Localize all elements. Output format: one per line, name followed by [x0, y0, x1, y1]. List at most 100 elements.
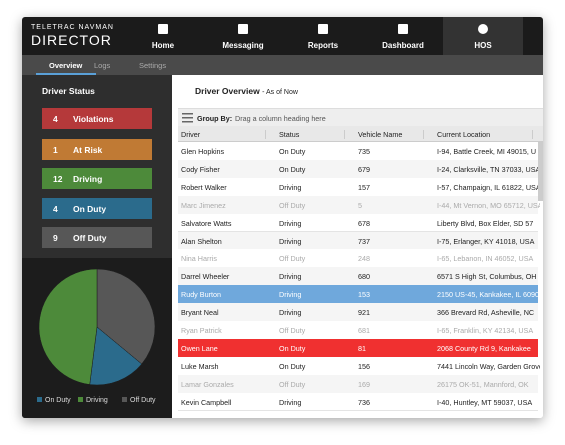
table-row[interactable]: Darrel Wheeler Driving 680 6571 S High St, … — [178, 267, 538, 287]
table-row[interactable]: Ryan Patrick Off Duty 681 I-65, Franklin, K… — [178, 321, 538, 340]
table-cell: I-65, Lebanon, IN 46052, USA — [437, 254, 534, 264]
table-cell: I-75, Erlanger, KY 41018, USA — [437, 236, 535, 246]
table-cell: I-44, Mt Vernon, MO 65712, USA — [437, 200, 540, 210]
table-cell: 679 — [358, 164, 370, 174]
table-cell: 2068 County Rd 9, Kankakee — [437, 343, 531, 353]
table-cell: 735 — [358, 147, 370, 156]
table-cell: 366 Brevard Rd, Asheville, NC — [437, 308, 535, 318]
nav-item[interactable]: Home — [123, 17, 203, 55]
table-cell: Driving — [279, 308, 302, 318]
table-row[interactable]: Luke Marsh On Duty 156 7441 Lincoln Way, Ga… — [178, 356, 540, 376]
table-cell: Marc Jimenez — [181, 200, 226, 210]
table-cell: 81 — [358, 343, 366, 353]
legend-label: On Duty — [45, 397, 71, 404]
driver-panel: Driver Overview - As of Now Group By: Dr… — [178, 75, 543, 418]
table-cell: 153 — [358, 290, 370, 300]
column-header[interactable]: Vehicle Name — [358, 130, 424, 139]
table-cell: Off Duty — [279, 326, 306, 335]
nav-item[interactable]: Reports — [283, 17, 363, 55]
legend-swatch — [78, 397, 83, 402]
table-cell: Driving — [279, 218, 302, 228]
status-count: 1 — [53, 145, 58, 155]
table-row[interactable]: Nina Harris Off Duty 248 I-65, Lebanon, IN … — [178, 249, 538, 269]
sub-nav: Overview Logs Settings — [22, 55, 543, 75]
table-cell: Robert Walker — [181, 182, 227, 192]
scrollbar[interactable] — [538, 141, 543, 201]
table-cell: 7441 Lincoln Way, Garden Grove — [437, 361, 540, 371]
table-cell: Salvatore Watts — [181, 218, 232, 228]
top-bar: TELETRAC NAVMAN DIRECTOR Home Messaging Re… — [22, 17, 543, 55]
table-cell: 156 — [358, 361, 370, 371]
title: Driver Overview — [195, 86, 260, 96]
table-cell: Lamar Gonzales — [181, 379, 234, 389]
active-underline — [36, 73, 96, 75]
table-row[interactable]: Owen Lane On Duty 81 2068 County Rd 9, Kank… — [178, 338, 538, 358]
column-header[interactable]: Status — [279, 130, 345, 139]
pie-slice — [38, 268, 98, 385]
table-cell: Kevin Campbell — [181, 397, 232, 407]
menu-icon[interactable] — [182, 113, 194, 123]
table-cell: Driving — [279, 272, 302, 282]
status-label: Driving — [73, 174, 103, 184]
table-row[interactable]: Alan Shelton Driving 737 I-75, Erlanger, KY… — [178, 231, 538, 251]
table-header: Driver Status Vehicle Name Current Location — [178, 126, 543, 142]
table-cell: 921 — [358, 308, 370, 318]
nav-icon — [238, 24, 248, 34]
table-cell: 680 — [358, 272, 370, 282]
status-button[interactable]: 9 Off Duty — [42, 227, 152, 248]
nav-item[interactable]: HOS — [443, 17, 523, 55]
table-cell: Bryant Neal — [181, 308, 219, 318]
status-button[interactable]: 4 On Duty — [42, 198, 152, 219]
table-cell: Driving — [279, 290, 302, 300]
status-button[interactable]: 4 Violations — [42, 108, 152, 129]
table-cell: Ryan Patrick — [181, 326, 222, 335]
nav-icon — [478, 24, 488, 34]
table-cell: Driving — [279, 236, 302, 246]
nav-label: HOS — [474, 41, 492, 50]
sidebar-title: Driver Status — [42, 86, 95, 96]
column-header[interactable]: Driver — [181, 130, 266, 139]
table-cell: On Duty — [279, 343, 306, 353]
table-cell: 26175 OK-51, Mannford, OK — [437, 379, 529, 389]
table-row[interactable]: Cody Fisher On Duty 679 I-24, Clarksville, … — [178, 159, 540, 179]
pie-slice — [96, 268, 156, 365]
table-row[interactable]: Lamar Gonzales Off Duty 169 26175 OK-51, Ma… — [178, 374, 538, 394]
status-button[interactable]: 1 At Risk — [42, 139, 152, 160]
brand: DIRECTOR — [31, 32, 112, 48]
table-row[interactable]: Rudy Burton Driving 153 2150 US-45, Kankake… — [178, 285, 539, 305]
subnav-tab[interactable]: Overview — [49, 61, 83, 70]
table-cell: Rudy Burton — [181, 290, 221, 300]
status-button[interactable]: 12 Driving — [42, 168, 152, 189]
table-row[interactable]: Bryant Neal Driving 921 366 Brevard Rd, Ash… — [178, 303, 538, 322]
pie-chart: On Duty Driving Off Duty — [37, 268, 156, 404]
subnav-tab[interactable]: Settings — [139, 61, 167, 70]
table-row[interactable]: Glen Hopkins On Duty 735 I-94, Battle Creek… — [178, 142, 538, 161]
status-label: On Duty — [73, 204, 107, 214]
table-cell: 681 — [358, 326, 370, 335]
table-cell: I-94, Battle Creek, MI 49015, U — [437, 147, 537, 156]
table-cell: Liberty Blvd, Box Elder, SD 57 — [437, 218, 534, 228]
sidebar: Driver Status On Duty Driving Off Duty 4 Vi… — [22, 75, 172, 418]
subnav-tab[interactable]: Logs — [94, 61, 111, 70]
table-row[interactable]: Robert Walker Driving 157 I-57, Champaign, … — [178, 177, 540, 197]
table-cell: I-40, Huntley, MT 59037, USA — [437, 397, 533, 407]
table-cell: Nina Harris — [181, 254, 217, 264]
nav-item[interactable]: Dashboard — [363, 17, 443, 55]
table-cell: Off Duty — [279, 254, 306, 264]
table-cell: 678 — [358, 218, 370, 228]
table-cell: 5 — [358, 200, 362, 210]
nav-label: Reports — [307, 41, 339, 50]
table-row[interactable]: Marc Jimenez Off Duty 5 I-44, Mt Vernon, MO… — [178, 195, 540, 215]
table-cell: 248 — [358, 254, 370, 264]
nav-label: Dashboard — [382, 41, 424, 50]
legend-swatch — [37, 397, 42, 402]
status-label: Off Duty — [73, 233, 107, 243]
nav-item[interactable]: Messaging — [203, 17, 283, 55]
table-cell: 157 — [358, 182, 370, 192]
table-cell: Darrel Wheeler — [181, 272, 230, 282]
column-header[interactable]: Current Location — [437, 130, 533, 139]
pie-slice — [89, 326, 143, 386]
table-row[interactable]: Salvatore Watts Driving 678 Liberty Blvd, B… — [178, 213, 538, 233]
table-row[interactable]: Kevin Campbell Driving 736 I-40, Huntley, M… — [178, 392, 538, 412]
